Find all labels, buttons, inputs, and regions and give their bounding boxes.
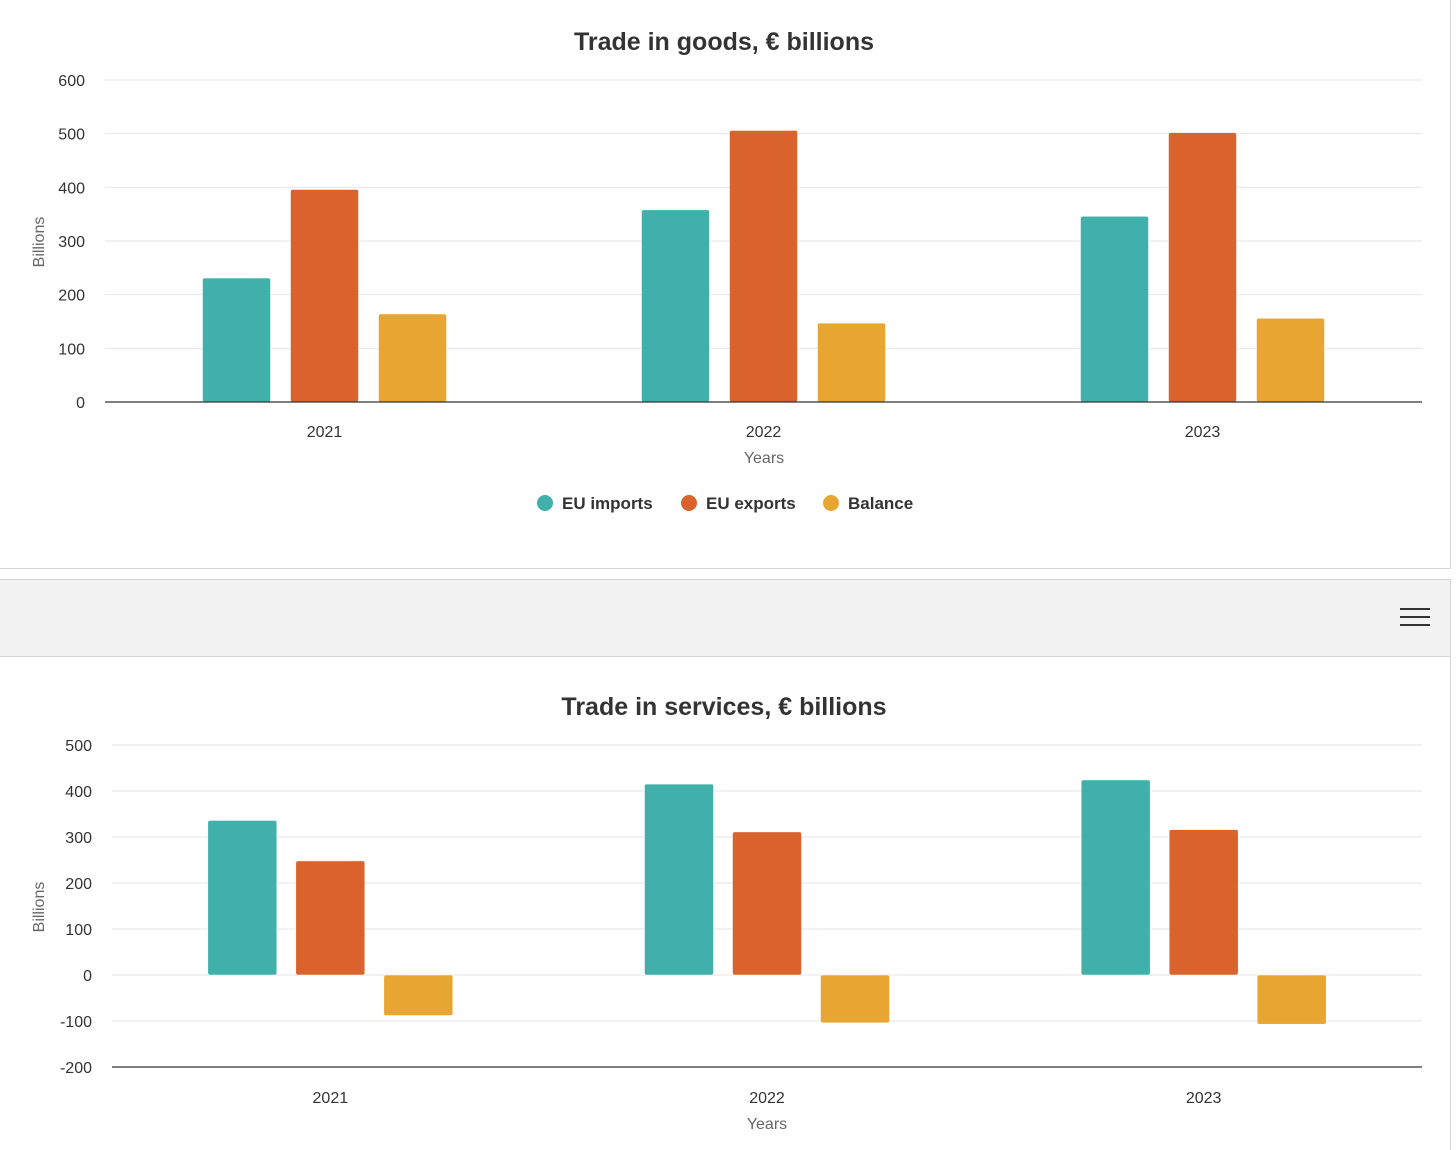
goods-bar-imports-2023[interactable] xyxy=(1080,216,1149,403)
services-bar-imports-2021[interactable] xyxy=(207,820,278,976)
goods-chart-title: Trade in goods, € billions xyxy=(574,28,874,56)
legend-marker-balance xyxy=(823,495,839,511)
legend-label-exports: EU exports xyxy=(706,494,796,513)
services-bar-imports-2023[interactable] xyxy=(1080,779,1151,976)
services-x-tick-label-2021: 2021 xyxy=(313,1090,349,1107)
legend-item-exports[interactable]: EU exports xyxy=(681,494,796,513)
legend-item-balance[interactable]: Balance xyxy=(823,494,913,513)
goods-bar-balance-2022[interactable] xyxy=(817,322,886,403)
services-y-tick-label: 500 xyxy=(65,738,92,755)
goods-x-axis-title: Years xyxy=(744,450,784,467)
goods-legend: EU imports EU exports Balance xyxy=(537,494,913,513)
services-y-tick-label: -100 xyxy=(60,1014,92,1031)
goods-chart: Trade in goods, € billions 0 100 200 300 400… xyxy=(31,28,1422,513)
services-y-tick-label: 100 xyxy=(65,922,92,939)
services-y-axis-title: Billions xyxy=(31,882,48,933)
goods-bar-imports-2021[interactable] xyxy=(202,277,271,403)
services-x-tick-label-2023: 2023 xyxy=(1186,1090,1222,1107)
goods-y-axis-title: Billions xyxy=(31,217,48,268)
legend-label-imports: EU imports xyxy=(562,494,653,513)
services-y-tick-label: 200 xyxy=(65,876,92,893)
goods-x-tick-label-2022: 2022 xyxy=(746,424,782,441)
legend-label-balance: Balance xyxy=(848,494,913,513)
goods-y-tick-label: 200 xyxy=(58,288,85,305)
services-chart-title: Trade in services, € billions xyxy=(561,693,886,721)
goods-y-tick-label: 400 xyxy=(58,180,85,197)
goods-bar-balance-2021[interactable] xyxy=(378,313,447,403)
goods-bar-balance-2023[interactable] xyxy=(1256,318,1325,403)
legend-item-imports[interactable]: EU imports xyxy=(537,494,653,513)
services-y-tick-label: 400 xyxy=(65,784,92,801)
hamburger-icon[interactable] xyxy=(1398,602,1432,632)
goods-bar-exports-2021[interactable] xyxy=(290,189,359,403)
goods-y-tick-label: 0 xyxy=(76,395,85,412)
services-bar-balance-2023[interactable] xyxy=(1256,974,1327,1025)
services-bar-imports-2022[interactable] xyxy=(644,783,714,976)
services-bar-exports-2022[interactable] xyxy=(732,831,802,976)
goods-x-tick-label-2021: 2021 xyxy=(307,424,343,441)
services-chart-panel: Trade in services, € billions -200 -100 0 1… xyxy=(0,657,1451,1150)
goods-y-tick-label: 300 xyxy=(58,234,85,251)
goods-y-tick-label: 500 xyxy=(58,127,85,144)
goods-y-tick-label: 600 xyxy=(58,73,85,90)
legend-marker-exports xyxy=(681,495,697,511)
services-bar-balance-2022[interactable] xyxy=(820,974,890,1024)
goods-bar-exports-2022[interactable] xyxy=(729,130,798,403)
services-y-tick-label: 0 xyxy=(83,968,92,985)
services-bar-exports-2023[interactable] xyxy=(1168,829,1239,976)
services-x-axis-title: Years xyxy=(747,1116,787,1133)
goods-y-tick-label: 100 xyxy=(58,341,85,358)
services-bar-exports-2021[interactable] xyxy=(295,860,366,976)
chart-toolbar xyxy=(0,579,1451,657)
services-y-tick-label: -200 xyxy=(60,1060,92,1077)
goods-chart-panel: Trade in goods, € billions 0 100 200 300 400… xyxy=(0,0,1451,569)
services-bar-balance-2021[interactable] xyxy=(383,974,454,1016)
services-chart: Trade in services, € billions -200 -100 0 1… xyxy=(31,693,1422,1133)
legend-marker-imports xyxy=(537,495,553,511)
services-y-tick-label: 300 xyxy=(65,830,92,847)
services-x-tick-label-2022: 2022 xyxy=(749,1090,785,1107)
goods-x-tick-label-2023: 2023 xyxy=(1185,424,1221,441)
goods-bar-exports-2023[interactable] xyxy=(1168,132,1237,403)
goods-bar-imports-2022[interactable] xyxy=(641,209,710,403)
